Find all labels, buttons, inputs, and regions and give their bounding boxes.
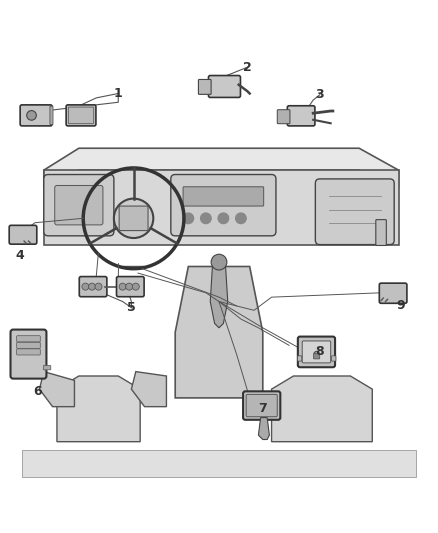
- FancyBboxPatch shape: [17, 349, 40, 355]
- FancyBboxPatch shape: [302, 341, 331, 363]
- FancyBboxPatch shape: [171, 174, 276, 236]
- FancyBboxPatch shape: [297, 356, 302, 361]
- Circle shape: [201, 213, 211, 223]
- Text: 7: 7: [258, 402, 267, 415]
- FancyBboxPatch shape: [17, 342, 40, 349]
- FancyBboxPatch shape: [43, 366, 51, 370]
- FancyBboxPatch shape: [376, 220, 386, 246]
- FancyBboxPatch shape: [11, 329, 46, 378]
- Polygon shape: [210, 266, 228, 328]
- FancyBboxPatch shape: [68, 107, 94, 124]
- Text: 8: 8: [315, 344, 324, 358]
- FancyBboxPatch shape: [9, 225, 37, 244]
- FancyBboxPatch shape: [198, 79, 211, 94]
- Circle shape: [183, 213, 194, 223]
- Circle shape: [211, 254, 227, 270]
- Circle shape: [27, 110, 36, 120]
- Text: 1: 1: [114, 87, 123, 100]
- FancyBboxPatch shape: [243, 391, 280, 420]
- FancyBboxPatch shape: [20, 105, 52, 126]
- Text: 6: 6: [33, 385, 42, 398]
- FancyBboxPatch shape: [66, 105, 96, 126]
- Text: 4: 4: [15, 249, 24, 262]
- FancyBboxPatch shape: [119, 206, 148, 231]
- Circle shape: [132, 283, 139, 290]
- FancyBboxPatch shape: [315, 179, 394, 245]
- FancyBboxPatch shape: [17, 336, 40, 342]
- FancyBboxPatch shape: [246, 394, 277, 417]
- Text: 2: 2: [243, 61, 252, 74]
- FancyBboxPatch shape: [287, 106, 315, 126]
- Polygon shape: [44, 148, 399, 188]
- Polygon shape: [22, 450, 416, 477]
- Circle shape: [82, 283, 89, 290]
- Polygon shape: [123, 266, 145, 269]
- Polygon shape: [131, 372, 166, 407]
- Polygon shape: [272, 376, 372, 442]
- FancyBboxPatch shape: [298, 336, 335, 367]
- Circle shape: [88, 283, 95, 290]
- Circle shape: [114, 199, 153, 238]
- Circle shape: [236, 213, 246, 223]
- FancyBboxPatch shape: [332, 356, 336, 361]
- Circle shape: [126, 283, 133, 290]
- Polygon shape: [39, 372, 74, 407]
- FancyBboxPatch shape: [314, 354, 320, 359]
- Polygon shape: [57, 376, 140, 442]
- Polygon shape: [258, 418, 269, 440]
- FancyBboxPatch shape: [379, 283, 407, 303]
- FancyBboxPatch shape: [277, 110, 290, 124]
- Text: 9: 9: [396, 298, 405, 312]
- Polygon shape: [44, 170, 399, 245]
- FancyBboxPatch shape: [79, 277, 107, 297]
- FancyBboxPatch shape: [55, 185, 103, 225]
- FancyBboxPatch shape: [208, 76, 240, 98]
- Text: 3: 3: [315, 88, 324, 101]
- Circle shape: [218, 213, 229, 223]
- Text: 5: 5: [127, 301, 136, 314]
- Polygon shape: [175, 266, 263, 398]
- FancyBboxPatch shape: [117, 277, 144, 297]
- FancyBboxPatch shape: [44, 174, 114, 236]
- FancyBboxPatch shape: [183, 187, 264, 206]
- Circle shape: [119, 283, 126, 290]
- Circle shape: [95, 283, 102, 290]
- FancyBboxPatch shape: [50, 106, 53, 125]
